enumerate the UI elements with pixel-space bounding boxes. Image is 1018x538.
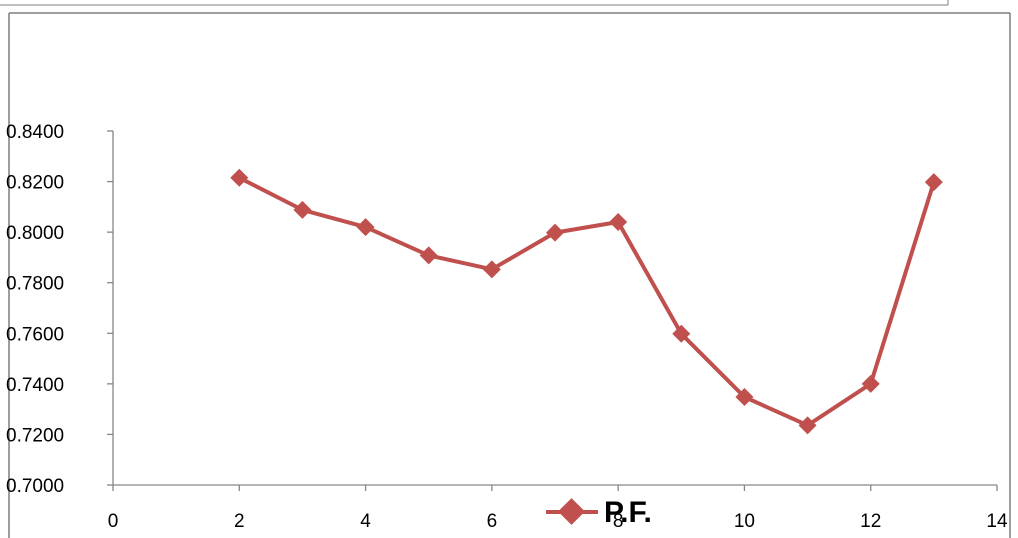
x-tick-label: 6 <box>487 511 498 532</box>
x-tick-label: 4 <box>360 511 371 532</box>
legend: P.F. <box>546 496 652 529</box>
y-axis-ticks: 0.7000 0.7200 0.7400 0.7600 0.7800 0.8000 0.82… <box>6 122 113 497</box>
x-tick-label: 12 <box>860 511 881 532</box>
y-tick-label: 0.8400 <box>6 122 64 143</box>
series-group <box>230 168 943 435</box>
x-tick-label: 0 <box>108 511 119 532</box>
y-tick-label: 0.7600 <box>6 324 64 345</box>
y-tick-label: 0.7200 <box>6 425 64 446</box>
data-point <box>419 246 438 265</box>
legend-marker <box>558 498 585 525</box>
data-point <box>230 168 249 187</box>
x-tick-label: 2 <box>234 511 245 532</box>
data-point <box>924 173 943 192</box>
data-point <box>356 218 375 237</box>
x-tick-label: 10 <box>734 511 755 532</box>
data-point <box>546 223 564 242</box>
y-tick-label: 0.7800 <box>6 274 64 295</box>
series-line <box>238 175 936 428</box>
data-point <box>293 200 312 219</box>
x-tick-label: 14 <box>986 511 1008 532</box>
y-tick-label: 0.7000 <box>6 476 64 497</box>
x-axis-ticks: 0 2 4 6 8 10 12 14 <box>108 485 1008 532</box>
data-point <box>482 260 501 279</box>
data-point <box>672 324 691 343</box>
y-tick-label: 0.8000 <box>6 223 64 244</box>
data-point <box>735 388 754 407</box>
y-tick-label: 0.8200 <box>6 173 64 194</box>
legend-label: P.F. <box>604 496 652 529</box>
x-tick-label: 8 <box>613 511 624 532</box>
data-point <box>609 213 628 232</box>
y-tick-label: 0.7400 <box>6 375 64 396</box>
data-point <box>798 416 817 435</box>
axes <box>112 131 997 486</box>
data-point <box>861 374 880 393</box>
